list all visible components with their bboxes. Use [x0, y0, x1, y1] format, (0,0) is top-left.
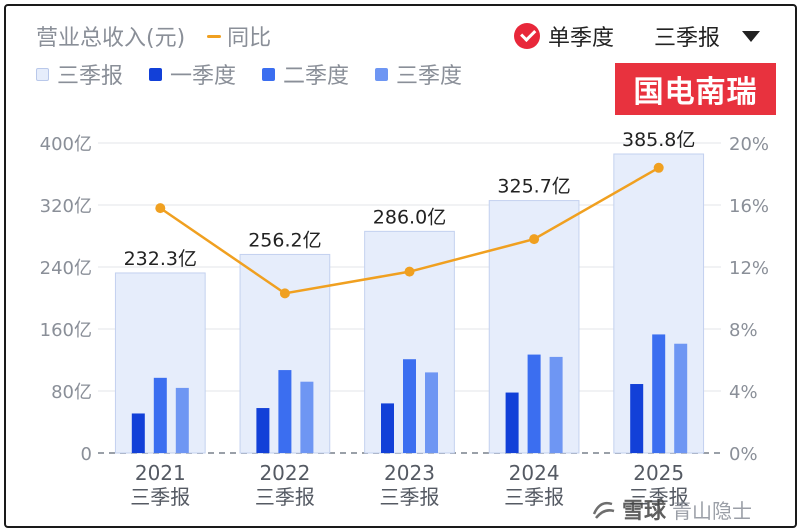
- yoy-point: [155, 203, 166, 214]
- legend-label-q2: 二季度: [283, 64, 350, 89]
- legend-swatch-total: [36, 67, 49, 81]
- single-season-toggle[interactable]: 单季度: [514, 18, 614, 54]
- legend-label-q1: 一季度: [170, 64, 237, 89]
- q1-bar: [505, 392, 519, 453]
- revenue-chart: 0 80亿 160亿 240亿 320亿 400亿 0% 4% 8% 12% 16% 20% 232.3…: [40, 129, 769, 509]
- y2-tick-label: 0%: [729, 444, 758, 465]
- legend-item-q1[interactable]: 一季度: [149, 58, 236, 90]
- q1-bar: [131, 413, 145, 453]
- legend-item-total[interactable]: 三季报: [36, 58, 123, 90]
- watermark: 雪球 青山隐士: [590, 492, 752, 526]
- y-tick-label: 80亿: [51, 382, 92, 403]
- legend-top: 营业总收入(元) 同比: [36, 18, 271, 54]
- x-tick-sublabel: 三季报: [255, 485, 315, 509]
- total-data-label: 325.7亿: [497, 176, 570, 198]
- legend-swatch-q3: [375, 67, 389, 81]
- y2-tick-label: 12%: [729, 258, 769, 279]
- legend-series: 三季报 一季度 二季度 三季度: [36, 58, 488, 90]
- legend-swatch-q1: [149, 67, 163, 81]
- snowball-logo-icon: [592, 501, 615, 519]
- q1-bar: [630, 384, 644, 453]
- x-tick-sublabel: 三季报: [130, 485, 190, 509]
- x-tick-label: 2023: [384, 461, 435, 485]
- q3-bar: [300, 381, 314, 453]
- legend-swatch-q2: [262, 67, 276, 81]
- y2-tick-label: 16%: [729, 196, 769, 217]
- total-data-label: 286.0亿: [373, 206, 446, 228]
- q3-bar: [674, 343, 688, 453]
- yoy-point: [279, 288, 290, 299]
- total-data-label: 256.2亿: [248, 229, 321, 251]
- legend-label-q3: 三季度: [396, 64, 463, 89]
- brand-badge: 国电南瑞: [615, 63, 776, 115]
- x-tick-sublabel: 三季报: [380, 485, 440, 509]
- y-tick-label: 160亿: [40, 320, 92, 341]
- y-tick-label: 0: [81, 444, 92, 465]
- x-tick-label: 2025: [633, 461, 684, 485]
- q3-bar: [549, 356, 563, 453]
- check-icon: [514, 23, 540, 49]
- y2-tick-label: 4%: [729, 382, 758, 403]
- q2-bar: [403, 359, 416, 453]
- x-tick-label: 2021: [135, 461, 186, 485]
- period-dropdown[interactable]: 三季报: [654, 18, 761, 54]
- yoy-point: [404, 266, 415, 277]
- y-tick-label: 240亿: [40, 258, 92, 279]
- y2-tick-label: 20%: [729, 134, 769, 155]
- chart-card: 营业总收入(元) 同比 单季度 三季报 三季报 一季度 二季度 三季度 国电南瑞…: [4, 4, 797, 528]
- legend-item-q2[interactable]: 二季度: [262, 58, 349, 90]
- watermark-author: 青山隐士: [672, 498, 753, 523]
- legend-yoy-label: 同比: [227, 26, 272, 51]
- x-tick-sublabel: 三季报: [504, 485, 564, 509]
- total-data-label: 232.3亿: [124, 248, 197, 270]
- yoy-point: [529, 234, 540, 245]
- q1-bar: [381, 403, 394, 453]
- legend-label-total: 三季报: [57, 64, 124, 89]
- single-season-label: 单季度: [548, 26, 615, 51]
- q2-bar: [278, 370, 292, 453]
- x-tick-sublabel: 三季报: [629, 485, 689, 509]
- watermark-brand: 雪球: [622, 499, 667, 524]
- x-tick-label: 2024: [509, 461, 560, 485]
- q3-bar: [425, 372, 438, 453]
- q3-bar: [175, 387, 189, 453]
- legend-item-q3[interactable]: 三季度: [375, 58, 462, 90]
- yoy-point: [653, 162, 664, 173]
- y2-tick-label: 8%: [729, 320, 758, 341]
- q2-bar: [527, 354, 541, 453]
- y-tick-label: 320亿: [40, 196, 92, 217]
- q2-bar: [652, 334, 666, 453]
- x-tick-label: 2022: [259, 461, 310, 485]
- q1-bar: [256, 408, 270, 453]
- y-tick-label: 400亿: [40, 134, 92, 155]
- q2-bar: [153, 377, 167, 453]
- total-data-label: 385.8亿: [622, 129, 695, 151]
- period-dropdown-label: 三季报: [654, 26, 721, 51]
- caret-down-icon: [742, 30, 761, 42]
- legend-title: 营业总收入(元): [36, 26, 186, 51]
- legend-yoy-line-icon: [207, 34, 222, 38]
